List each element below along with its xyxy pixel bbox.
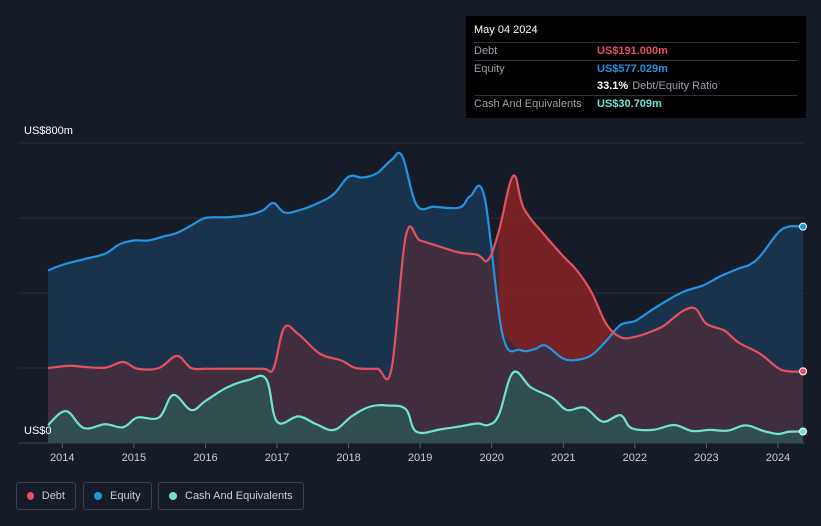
y-axis-top-label: US$800m: [24, 125, 73, 137]
equity-line: [47, 151, 804, 362]
debt-line: [47, 174, 804, 381]
series-areas: [48, 152, 803, 443]
tooltip-ratio-label: Debt/Equity Ratio: [632, 80, 718, 92]
x-tick-label: 2021: [551, 452, 575, 464]
tooltip-ratio-value: 33.1%: [597, 80, 629, 92]
x-tick-label: 2018: [336, 452, 360, 464]
debt-legend-dot-icon: [27, 492, 34, 500]
x-tick-label: 2014: [50, 452, 74, 464]
x-tick-label: 2019: [408, 452, 432, 464]
tooltip-row-equity: Equity US$577.029m: [474, 60, 798, 78]
legend-label-cash: Cash And Equivalents: [185, 490, 293, 502]
tooltip-equity-value: US$577.029m: [597, 63, 668, 75]
x-tick-label: 2020: [479, 452, 503, 464]
legend-label-debt: Debt: [41, 490, 65, 502]
x-tick-label: 2016: [193, 452, 217, 464]
cash-end-marker: [799, 427, 807, 436]
debt-area: [48, 175, 803, 443]
debt-exceeds-equity-area: [498, 176, 614, 360]
debt-end-marker: [799, 367, 807, 376]
x-tick-label: 2022: [623, 452, 647, 464]
cash-line: [47, 370, 804, 436]
legend-item-debt[interactable]: Debt: [16, 482, 76, 510]
y-axis-bottom-label: US$0: [24, 425, 52, 437]
legend-item-cash[interactable]: Cash And Equivalents: [158, 482, 304, 510]
series-lines: [47, 151, 804, 436]
tooltip-debt-label: Debt: [474, 45, 498, 57]
tooltip-row-ratio: 33.1% Debt/Equity Ratio: [474, 78, 798, 95]
series-end-markers: [799, 222, 807, 436]
tooltip-debt-value: US$191.000m: [597, 45, 668, 57]
data-tooltip: May 04 2024 Debt US$191.000m Equity US$5…: [466, 16, 806, 118]
x-tick-label: 2023: [694, 452, 718, 464]
legend-label-equity: Equity: [110, 490, 141, 502]
tooltip-row-cash: Cash And Equivalents US$30.709m: [474, 95, 798, 113]
x-tick-label: 2015: [122, 452, 146, 464]
tooltip-row-debt: Debt US$191.000m: [474, 42, 798, 60]
x-tick-label: 2024: [766, 452, 790, 464]
legend-item-equity[interactable]: Equity: [83, 482, 152, 510]
equity-legend-dot-icon: [94, 492, 102, 500]
cash-area: [48, 371, 803, 443]
x-axis-ticks: 2014 2015 2016 2017 2018 2019 2020 2021 2022 2023…: [50, 443, 790, 464]
tooltip-equity-label: Equity: [474, 63, 505, 75]
tooltip-cash-value: US$30.709m: [597, 98, 662, 110]
equity-end-marker: [799, 222, 807, 231]
tooltip-date: May 04 2024: [474, 24, 538, 36]
cash-legend-dot-icon: [169, 492, 177, 500]
tooltip-cash-label: Cash And Equivalents: [474, 98, 582, 110]
x-tick-label: 2017: [265, 452, 289, 464]
